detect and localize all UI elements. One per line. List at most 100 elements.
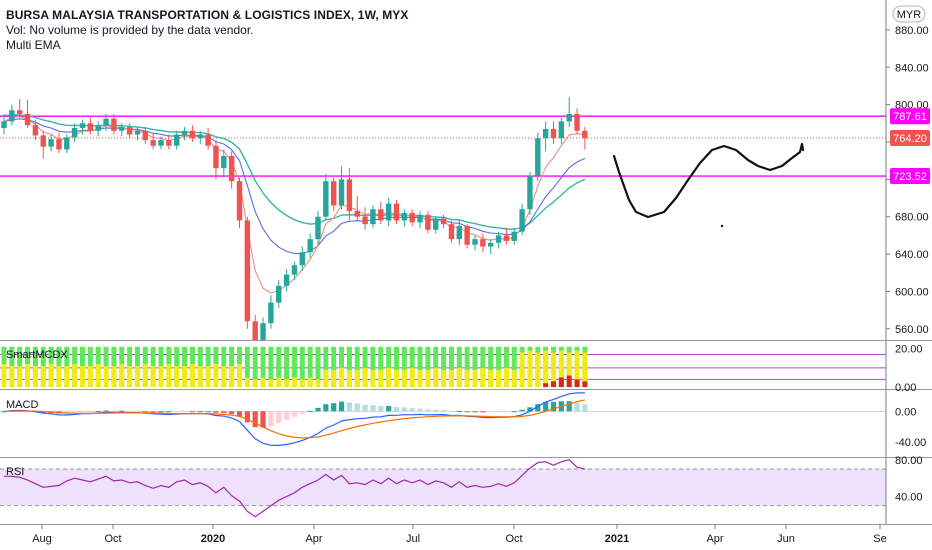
macd-histogram-bar bbox=[221, 411, 227, 413]
smartmcdx-title: SmartMCDX bbox=[6, 349, 68, 361]
smartmcdx-bar-green bbox=[456, 346, 462, 388]
macd-histogram-bar bbox=[291, 411, 298, 417]
candle-body bbox=[558, 121, 565, 139]
macd-histogram-bar bbox=[433, 409, 439, 412]
candle-body bbox=[111, 118, 117, 131]
smartmcdx-bar-green bbox=[488, 346, 494, 388]
macd-histogram-bar bbox=[315, 407, 321, 412]
smartmcdx-bar-red bbox=[566, 375, 572, 388]
smartmcdx-bar-yellow bbox=[103, 365, 109, 388]
price-tick-label: 640.00 bbox=[895, 249, 929, 261]
smartmcdx-bar-yellow bbox=[323, 369, 329, 388]
smartmcdx-bar-yellow bbox=[213, 364, 219, 388]
candle-body bbox=[158, 140, 164, 146]
candle-body bbox=[166, 140, 172, 146]
candle-body bbox=[393, 203, 400, 221]
smartmcdx-bar-yellow bbox=[127, 365, 133, 388]
smartmcdx-bar-red bbox=[558, 377, 564, 388]
rsi-title: RSI bbox=[6, 466, 24, 478]
macd-pane[interactable]: MACD bbox=[0, 392, 886, 447]
rsi-pane[interactable]: RSI bbox=[0, 459, 886, 518]
candle-body bbox=[535, 138, 541, 176]
smartmcdx-bar-yellow bbox=[252, 379, 258, 388]
macd-title: MACD bbox=[6, 399, 38, 411]
candle-body bbox=[197, 134, 203, 139]
macd-histogram-bar bbox=[338, 401, 345, 412]
smartmcdx-bar-green bbox=[448, 346, 454, 388]
smartmcdx-bar-green bbox=[394, 346, 399, 388]
macd-histogram-bar bbox=[417, 408, 423, 412]
candle-body bbox=[495, 235, 502, 243]
price-label: 787.61 bbox=[893, 111, 927, 123]
macd-histogram-bar bbox=[362, 404, 368, 412]
smartmcdx-bar-green bbox=[417, 346, 423, 388]
macd-histogram-bar bbox=[284, 411, 290, 420]
price-pane[interactable] bbox=[0, 97, 886, 340]
rsi-tick-label: 40.00 bbox=[895, 492, 923, 504]
smartmcdx-bar-green bbox=[307, 346, 313, 388]
candle-body bbox=[307, 239, 313, 253]
smartmcdx-bar-yellow bbox=[32, 365, 38, 388]
smartmcdx-bar-yellow bbox=[409, 367, 415, 388]
candle-body bbox=[17, 110, 23, 114]
smartmcdx-bar-yellow bbox=[582, 352, 588, 388]
candle-body bbox=[236, 181, 243, 221]
smartmcdx-bar-yellow bbox=[307, 377, 313, 388]
candle-body bbox=[260, 323, 266, 340]
macd-histogram-bar bbox=[511, 411, 517, 413]
candle-body bbox=[464, 226, 470, 245]
smartmcdx-bar-green bbox=[401, 346, 407, 388]
candle-body bbox=[126, 127, 133, 135]
candle-body bbox=[338, 179, 345, 206]
candle-body bbox=[370, 209, 376, 225]
smartmcdx-bar-green bbox=[339, 346, 345, 388]
macd-histogram-bar bbox=[87, 411, 93, 413]
time-tick-label: Apr bbox=[706, 533, 723, 545]
candle-body bbox=[401, 212, 408, 221]
candle-body bbox=[354, 211, 360, 217]
macd-histogram-bar bbox=[566, 401, 572, 412]
candle-body bbox=[181, 130, 188, 135]
macd-histogram-bar bbox=[213, 411, 219, 413]
currency-badge bbox=[892, 5, 926, 23]
smartmcdx-bar-yellow bbox=[496, 369, 502, 388]
candle-body bbox=[566, 113, 572, 122]
smartmcdx-pane[interactable]: SmartMCDX bbox=[0, 341, 886, 389]
smartmcdx-bar-green bbox=[378, 346, 384, 388]
macd-histogram-bar bbox=[456, 410, 462, 412]
smartmcdx-bar-yellow bbox=[527, 350, 533, 388]
smartmcdx-bar-yellow bbox=[519, 352, 525, 388]
candle-body bbox=[48, 139, 54, 147]
candle-body bbox=[448, 224, 455, 240]
macd-histogram-bar bbox=[229, 411, 235, 415]
smartmcdx-bar-yellow bbox=[40, 365, 46, 388]
smartmcdx-bar-yellow bbox=[566, 352, 572, 388]
macd-histogram-bar bbox=[268, 411, 274, 426]
smartmcdx-bar-yellow bbox=[9, 365, 15, 388]
candle-body bbox=[542, 128, 549, 139]
macd-histogram-bar bbox=[448, 410, 455, 412]
price-label-box bbox=[890, 108, 930, 125]
smartmcdx-bar-yellow bbox=[503, 367, 509, 388]
smartmcdx-bar-yellow bbox=[354, 369, 360, 388]
smartmcdx-bar-green bbox=[441, 346, 447, 388]
smartmcdx-bar-yellow bbox=[268, 379, 274, 388]
candle-body bbox=[276, 285, 282, 303]
macd-histogram-bar bbox=[346, 402, 352, 412]
smartmcdx-bar-green bbox=[433, 346, 439, 388]
smartmcdx-bar-yellow bbox=[158, 365, 164, 388]
smartmcdx-bar-yellow bbox=[72, 364, 78, 388]
smartmcdx-bar-yellow bbox=[346, 369, 352, 388]
macd-histogram-bar bbox=[24, 411, 31, 413]
smartmcdx-bar-yellow bbox=[284, 379, 290, 388]
smartmcdx-bar-yellow bbox=[511, 369, 517, 388]
smartmcdx-bar-yellow bbox=[80, 365, 85, 388]
volume-note: Vol: No volume is provided by the data v… bbox=[6, 23, 254, 37]
candle-body bbox=[228, 155, 235, 182]
smartmcdx-bar-yellow bbox=[56, 365, 62, 388]
macd-histogram-bar bbox=[166, 411, 172, 413]
smartmcdx-bar-green bbox=[370, 346, 376, 388]
smartmcdx-bar-yellow bbox=[535, 352, 541, 388]
macd-histogram-bar bbox=[480, 411, 486, 413]
